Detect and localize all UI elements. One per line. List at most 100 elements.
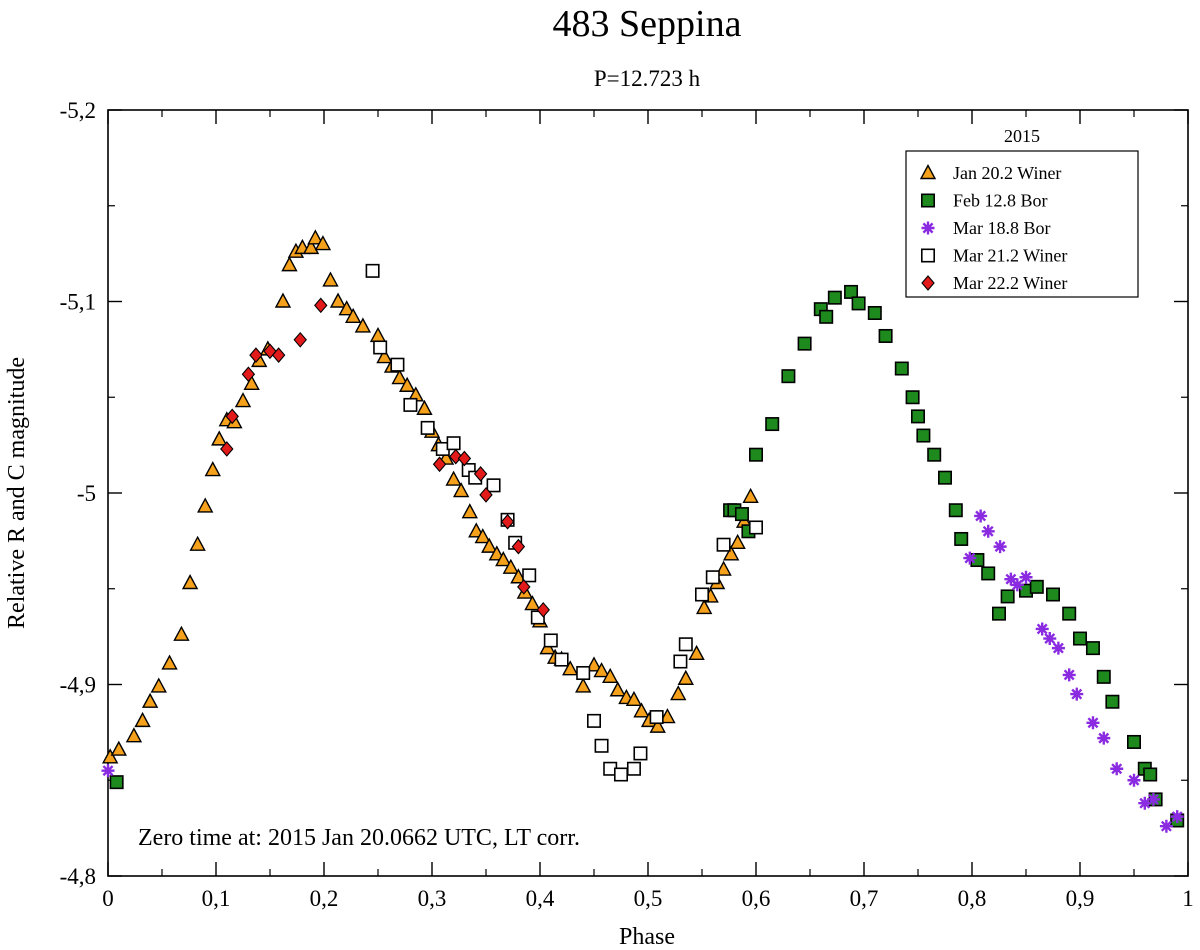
data-point xyxy=(481,537,498,553)
series-4 xyxy=(220,297,550,618)
data-point xyxy=(905,390,920,405)
data-point xyxy=(495,551,512,567)
data-point xyxy=(729,533,746,549)
data-point xyxy=(101,748,119,764)
data-point xyxy=(457,450,472,467)
data-point xyxy=(715,560,732,576)
data-point xyxy=(510,568,527,584)
data-point xyxy=(844,284,859,299)
data-point xyxy=(446,436,461,451)
data-point xyxy=(134,711,151,728)
series-2 xyxy=(101,509,1184,833)
data-point xyxy=(502,558,520,574)
chart-title: 483 Seppina xyxy=(553,3,742,45)
data-point xyxy=(562,660,579,676)
data-point xyxy=(517,578,531,595)
series-3 xyxy=(365,263,763,782)
data-point xyxy=(1000,589,1015,604)
legend-label: Feb 12.8 Bor xyxy=(953,191,1048,211)
data-point xyxy=(365,263,380,278)
data-point xyxy=(991,606,1006,621)
data-point xyxy=(734,507,749,522)
data-point xyxy=(452,482,470,498)
data-point xyxy=(765,417,780,432)
data-point xyxy=(416,399,433,415)
data-point xyxy=(851,296,866,311)
data-point xyxy=(1062,606,1077,621)
data-point xyxy=(536,601,550,618)
data-point xyxy=(329,292,347,308)
data-point xyxy=(1035,622,1049,636)
data-point xyxy=(688,644,705,661)
legend-marker xyxy=(921,275,935,291)
data-point xyxy=(181,574,199,590)
legend-box xyxy=(905,150,1139,298)
data-point xyxy=(225,408,239,425)
y-axis-label: Relative R and C magnitude xyxy=(4,357,30,629)
data-point xyxy=(524,595,541,611)
data-point xyxy=(344,307,362,324)
data-point xyxy=(461,503,478,519)
data-point xyxy=(390,357,405,372)
data-point xyxy=(748,520,763,535)
data-point xyxy=(445,470,462,486)
data-point xyxy=(243,374,260,391)
data-point xyxy=(585,656,603,672)
data-point xyxy=(1127,734,1142,749)
legend-label: Mar 18.8 Bor xyxy=(953,218,1051,238)
data-point xyxy=(398,376,416,392)
data-point xyxy=(981,524,995,538)
data-point xyxy=(670,685,687,701)
legend: 2015 Jan 20.2 Winer Feb 12.8 Bor Mar 18.8 … xyxy=(905,126,1139,298)
data-point xyxy=(307,229,324,245)
data-point xyxy=(522,568,537,583)
data-point xyxy=(625,690,643,707)
zero-time-annotation: Zero time at: 2015 Jan 20.0662 UTC, LT c… xyxy=(138,825,580,851)
data-point xyxy=(432,456,447,473)
data-point xyxy=(993,540,1007,554)
data-point xyxy=(479,487,493,503)
data-point xyxy=(373,340,388,355)
x-tick-label: 1 xyxy=(1182,886,1194,911)
data-point xyxy=(486,478,501,493)
data-point xyxy=(125,727,143,743)
x-tick-label: 0 xyxy=(102,886,114,911)
x-tick-label: 0,7 xyxy=(850,886,879,911)
data-point xyxy=(948,503,963,518)
data-point xyxy=(1096,669,1111,684)
data-point xyxy=(1170,810,1184,824)
legend-marker xyxy=(919,164,937,180)
data-point xyxy=(609,681,626,697)
data-point xyxy=(314,297,328,314)
data-point xyxy=(473,466,488,482)
data-point xyxy=(677,669,694,685)
plot-axes: 0 0,1 0,2 0,3 0,4 0,5 0,6 0,7 0,8 0,9 1 -5,2 -5,1 -5 -… xyxy=(60,98,1194,911)
data-point xyxy=(1146,792,1160,806)
data-point xyxy=(1127,773,1141,787)
data-point xyxy=(1086,716,1100,730)
data-point xyxy=(241,366,256,383)
legend-entry: Feb 12.8 Bor xyxy=(920,191,1048,211)
data-point xyxy=(867,305,882,320)
x-tick-label: 0,5 xyxy=(634,886,663,911)
data-point xyxy=(916,428,931,443)
data-point xyxy=(705,570,720,585)
legend-marker xyxy=(920,193,935,208)
data-point xyxy=(220,441,234,457)
data-point xyxy=(626,761,641,776)
data-point xyxy=(633,702,650,718)
data-point xyxy=(204,461,221,477)
data-point xyxy=(376,348,393,364)
data-point xyxy=(659,708,676,724)
data-point xyxy=(781,369,796,384)
x-tick-label: 0,2 xyxy=(310,886,339,911)
legend-title: 2015 xyxy=(1004,126,1040,146)
data-point xyxy=(511,538,526,555)
data-point xyxy=(673,654,688,669)
data-point xyxy=(594,738,609,753)
data-point xyxy=(554,652,569,667)
data-point xyxy=(109,775,124,790)
x-tick-label: 0,4 xyxy=(526,886,555,911)
legend-entry: Mar 21.2 Winer xyxy=(920,246,1067,266)
